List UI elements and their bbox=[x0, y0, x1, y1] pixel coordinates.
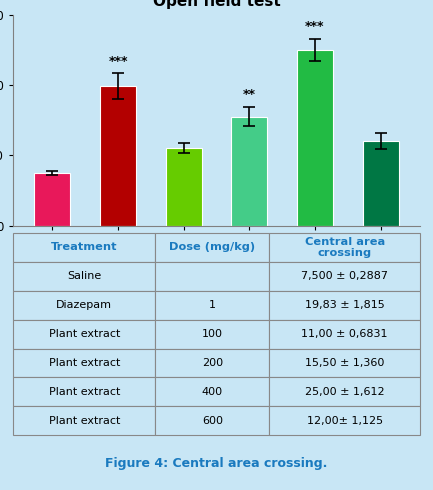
Text: 400: 400 bbox=[202, 387, 223, 397]
Text: Saline: Saline bbox=[67, 271, 101, 281]
Text: Figure 4: Central area crossing.: Figure 4: Central area crossing. bbox=[105, 457, 328, 470]
FancyBboxPatch shape bbox=[269, 377, 420, 406]
Bar bbox=[297, 50, 333, 225]
Bar bbox=[100, 86, 136, 225]
Text: 15,50 ± 1,360: 15,50 ± 1,360 bbox=[305, 358, 385, 368]
FancyBboxPatch shape bbox=[13, 291, 155, 319]
Bar bbox=[231, 117, 268, 225]
FancyBboxPatch shape bbox=[155, 233, 269, 262]
FancyBboxPatch shape bbox=[155, 262, 269, 291]
FancyBboxPatch shape bbox=[269, 291, 420, 319]
Text: Plant extract: Plant extract bbox=[48, 387, 120, 397]
FancyBboxPatch shape bbox=[155, 319, 269, 348]
Text: 200: 200 bbox=[202, 358, 223, 368]
Text: 25,00 ± 1,612: 25,00 ± 1,612 bbox=[305, 387, 385, 397]
FancyBboxPatch shape bbox=[13, 319, 155, 348]
FancyBboxPatch shape bbox=[269, 348, 420, 377]
FancyBboxPatch shape bbox=[155, 406, 269, 435]
FancyBboxPatch shape bbox=[13, 406, 155, 435]
Text: 11,00 ± 0,6831: 11,00 ± 0,6831 bbox=[301, 329, 388, 339]
FancyBboxPatch shape bbox=[269, 319, 420, 348]
Text: ***: *** bbox=[305, 20, 325, 33]
Bar bbox=[166, 148, 202, 225]
Text: Plant extract: Plant extract bbox=[48, 329, 120, 339]
Text: Plant extract: Plant extract bbox=[48, 358, 120, 368]
Text: Central area
crossing: Central area crossing bbox=[304, 237, 385, 258]
Text: Dose (mg/kg): Dose (mg/kg) bbox=[169, 243, 255, 252]
FancyBboxPatch shape bbox=[269, 233, 420, 262]
FancyBboxPatch shape bbox=[269, 262, 420, 291]
Bar bbox=[34, 173, 71, 225]
FancyBboxPatch shape bbox=[155, 377, 269, 406]
FancyBboxPatch shape bbox=[13, 262, 155, 291]
Text: Plant extract: Plant extract bbox=[48, 416, 120, 426]
Text: 12,00± 1,125: 12,00± 1,125 bbox=[307, 416, 383, 426]
Text: 1: 1 bbox=[209, 300, 216, 310]
FancyBboxPatch shape bbox=[155, 348, 269, 377]
Text: 100: 100 bbox=[202, 329, 223, 339]
Text: **: ** bbox=[243, 89, 256, 101]
FancyBboxPatch shape bbox=[155, 291, 269, 319]
Text: 19,83 ± 1,815: 19,83 ± 1,815 bbox=[305, 300, 385, 310]
FancyBboxPatch shape bbox=[13, 233, 155, 262]
Title: Open field test: Open field test bbox=[152, 0, 281, 9]
Text: Treatment: Treatment bbox=[51, 243, 117, 252]
Text: 7,500 ± 0,2887: 7,500 ± 0,2887 bbox=[301, 271, 388, 281]
FancyBboxPatch shape bbox=[269, 406, 420, 435]
Bar bbox=[362, 141, 399, 225]
FancyBboxPatch shape bbox=[13, 377, 155, 406]
Text: ***: *** bbox=[108, 55, 128, 68]
Text: 600: 600 bbox=[202, 416, 223, 426]
FancyBboxPatch shape bbox=[13, 348, 155, 377]
Text: Diazepam: Diazepam bbox=[56, 300, 112, 310]
